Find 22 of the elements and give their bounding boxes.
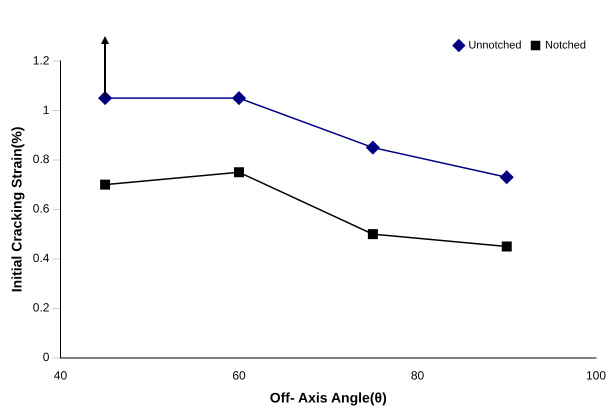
y-tick-label: 0.6 [32,202,50,216]
point [234,167,244,178]
x-tick-label: 40 [54,368,68,382]
x-tick-label: 60 [232,368,246,382]
y-tick-label: 1 [42,102,50,117]
point [232,91,246,105]
y-tick-label: 0.8 [32,152,50,166]
y-tick-label: 0.2 [32,300,50,315]
point [100,180,110,190]
point [500,170,514,184]
x-tick-label: 80 [410,368,424,382]
point [368,229,378,240]
y-tick-label: 0.4 [32,251,50,266]
point [502,242,512,252]
y-axis-title: Initial Cracking Strain(%) [8,126,24,292]
x-tick-label: 100 [586,368,606,382]
point [366,140,380,154]
legend-label: Unnotched [468,40,522,52]
legend-label: Notched [545,40,586,52]
x-axis-title: Off- Axis Angle(θ) [270,389,387,406]
y-tick-label: 0 [42,350,50,364]
y-tick-label: 1.2 [32,53,50,68]
